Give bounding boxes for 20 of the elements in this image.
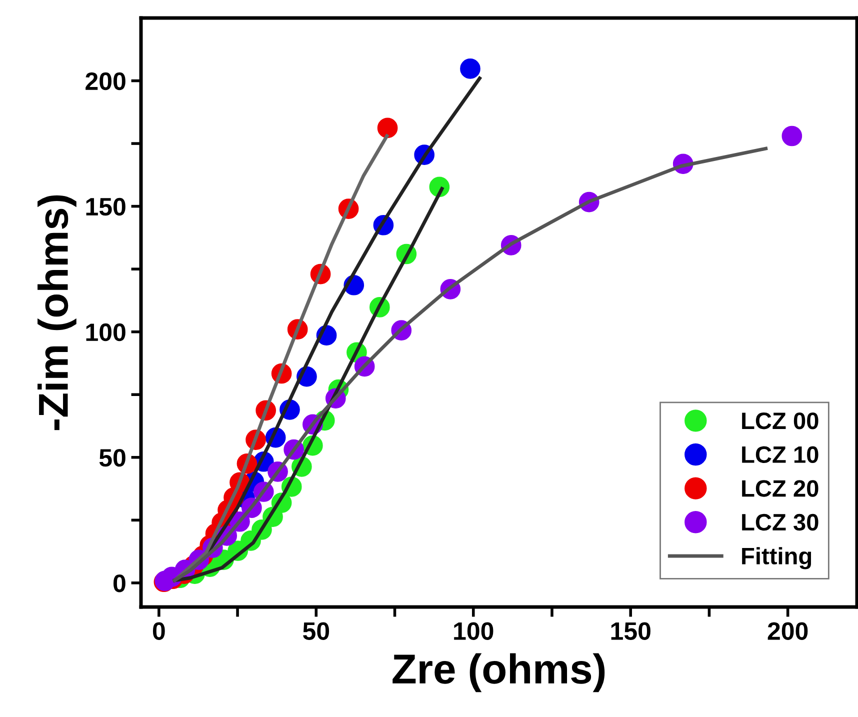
y-tick-label: 150 — [86, 198, 126, 216]
legend-label: LCZ 30 — [742, 514, 818, 531]
point — [377, 118, 398, 138]
y-tick-label: 50 — [99, 448, 126, 467]
legend-label: Fitting — [742, 547, 812, 570]
x-tick-label: 50 — [303, 622, 330, 640]
point — [460, 58, 480, 79]
x-axis-title: Zre (ohms) — [392, 653, 605, 692]
y-tick-label: 0 — [114, 574, 126, 592]
y-tick-label: 100 — [86, 323, 126, 342]
legend-label: LCZ 20 — [742, 480, 818, 497]
x-tick-label: 200 — [768, 622, 808, 640]
y-tick-label: 200 — [86, 72, 126, 90]
legend-label: LCZ 10 — [742, 446, 818, 464]
y-axis-title: -Zim (ohms) — [38, 195, 76, 430]
point — [782, 126, 802, 146]
legend-label: LCZ 00 — [742, 412, 818, 430]
x-tick-label: 100 — [454, 622, 494, 640]
x-tick-label: 150 — [611, 622, 650, 640]
x-tick-label: 0 — [152, 622, 165, 640]
